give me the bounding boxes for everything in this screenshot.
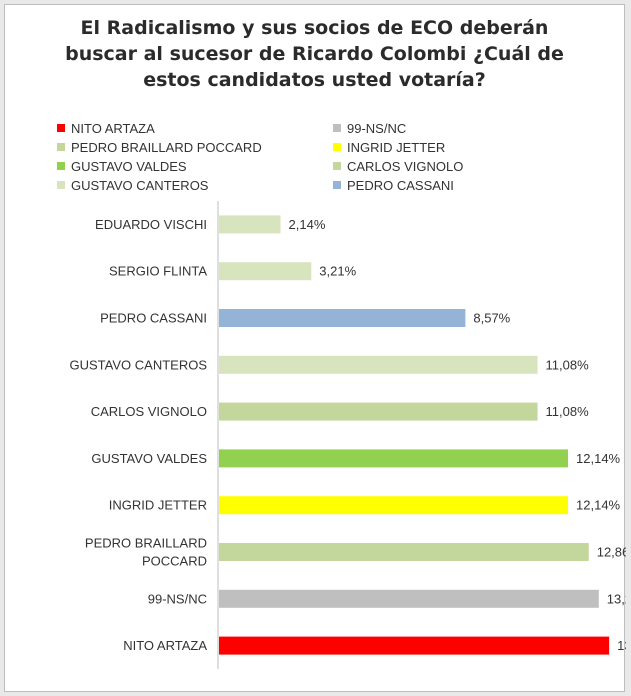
data-label: 2,14% <box>289 217 326 232</box>
legend-swatch <box>333 124 341 132</box>
legend-label: GUSTAVO VALDES <box>71 158 187 174</box>
category-label: SERGIO FLINTA <box>109 264 207 279</box>
chart-legend: NITO ARTAZA 99-NS/NC PEDRO BRAILLARD POCCA… <box>5 120 624 200</box>
legend-item: CARLOS VIGNOLO <box>333 158 463 174</box>
category-label: INGRID JETTER <box>109 498 207 513</box>
chart-title-line: buscar al sucesor de Ricardo Colombi ¿Cu… <box>65 43 564 65</box>
legend-label: GUSTAVO CANTEROS <box>71 177 209 193</box>
legend-item: GUSTAVO VALDES <box>57 158 187 174</box>
legend-swatch <box>333 143 341 151</box>
legend-swatch <box>333 162 341 170</box>
legend-item: PEDRO CASSANI <box>333 177 454 193</box>
bar <box>219 402 538 421</box>
category-label: EDUARDO VISCHI <box>95 217 207 232</box>
legend-swatch <box>333 181 341 189</box>
chart-title-line: estos candidatos usted votaría? <box>143 69 486 91</box>
legend-item: PEDRO BRAILLARD POCCARD <box>57 139 262 155</box>
data-label: 12,86% <box>597 545 626 560</box>
legend-item: INGRID JETTER <box>333 139 445 155</box>
data-label: 11,08% <box>546 357 590 372</box>
chart-title: El Radicalismo y sus socios de ECO deber… <box>5 15 624 93</box>
legend-label: 99-NS/NC <box>347 120 407 136</box>
legend-label: NITO ARTAZA <box>71 120 155 136</box>
legend-label: INGRID JETTER <box>347 139 446 155</box>
data-label: 12,14% <box>576 498 621 513</box>
legend-swatch <box>57 124 65 132</box>
category-label: GUSTAVO CANTEROS <box>70 357 208 372</box>
category-label: PEDRO BRAILLARD <box>85 536 207 551</box>
legend-label: CARLOS VIGNOLO <box>347 158 464 174</box>
legend-label: PEDRO BRAILLARD POCCARD <box>71 139 262 155</box>
legend-item: 99-NS/NC <box>333 120 406 136</box>
data-label: 3,21% <box>319 264 356 279</box>
legend-item: GUSTAVO CANTEROS <box>57 177 208 193</box>
category-label: POCCARD <box>142 554 207 569</box>
data-label: 13,21% <box>607 591 626 606</box>
chart-title-line: El Radicalismo y sus socios de ECO deber… <box>80 17 549 39</box>
data-label: 13,57% <box>617 638 626 653</box>
bar-chart: 2,14% EDUARDO VISCHI 3,21% SERGIO FLINTA 8,5… <box>70 201 626 669</box>
bar <box>219 589 599 608</box>
legend-swatch <box>57 181 65 189</box>
legend-label: PEDRO CASSANI <box>347 177 454 193</box>
category-label: NITO ARTAZA <box>123 638 207 653</box>
bar <box>219 543 589 561</box>
chart-frame: El Radicalismo y sus socios de ECO deber… <box>4 4 626 692</box>
category-label: 99-NS/NC <box>148 591 207 606</box>
bar <box>219 309 466 327</box>
category-label: CARLOS VIGNOLO <box>91 404 207 419</box>
bar <box>219 262 312 281</box>
data-label: 12,14% <box>576 451 621 466</box>
category-label: PEDRO CASSANI <box>100 311 207 326</box>
data-label: 8,57% <box>473 311 510 326</box>
data-label: 11,08% <box>546 404 590 419</box>
legend-swatch <box>57 162 65 170</box>
bar <box>219 355 538 374</box>
legend-item: NITO ARTAZA <box>57 120 155 136</box>
bar <box>219 215 281 234</box>
category-label: GUSTAVO VALDES <box>91 451 207 466</box>
bar <box>219 636 610 655</box>
legend-swatch <box>57 143 65 151</box>
bar <box>219 496 569 515</box>
bar <box>219 449 569 468</box>
